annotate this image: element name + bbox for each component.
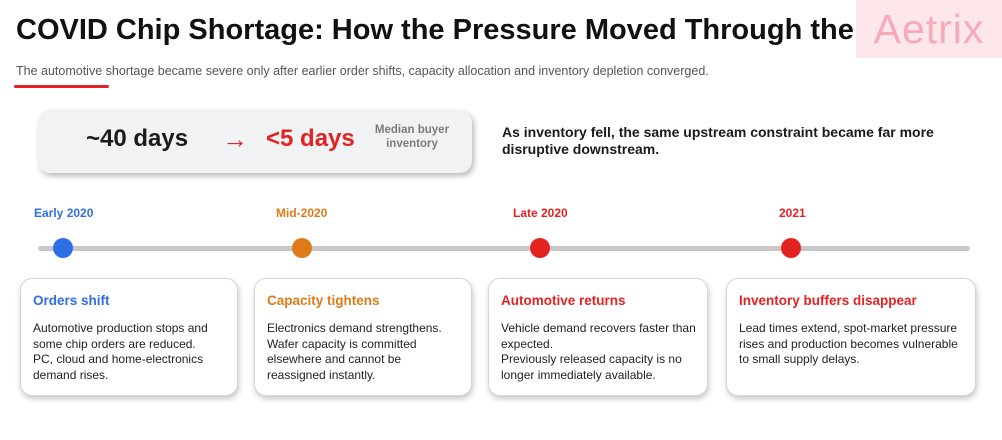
- card-body: Vehicle demand recovers faster than expe…: [501, 321, 696, 382]
- card-title: Automotive returns: [501, 293, 626, 308]
- subtitle-accent-underline: [14, 85, 109, 88]
- inventory-stat-box: ~40 days → <5 days Median buyer inventor…: [38, 110, 472, 173]
- phase-label-mid-2020: Mid-2020: [276, 206, 328, 220]
- stat-before-value: ~40 days: [86, 125, 189, 152]
- card-title: Orders shift: [33, 293, 110, 308]
- timeline-dot-2021: [781, 238, 801, 258]
- timeline-line: [38, 246, 970, 251]
- stat-after-value: <5 days: [266, 125, 355, 152]
- card-body: Automotive production stops and some chi…: [33, 321, 208, 382]
- timeline-dot-late-2020: [530, 238, 550, 258]
- card-body: Electronics demand strengthens. Wafer ca…: [267, 321, 442, 382]
- timeline-dot-mid-2020: [292, 238, 312, 258]
- phase-label-early-2020: Early 2020: [34, 206, 94, 220]
- page-subtitle: The automotive shortage became severe on…: [16, 64, 709, 78]
- phase-label-2021: 2021: [779, 206, 806, 220]
- watermark-logo: Aetrix: [856, 0, 1002, 58]
- card-title: Inventory buffers disappear: [739, 293, 917, 308]
- card-title: Capacity tightens: [267, 293, 380, 308]
- card-body: Lead times extend, spot-market pressure …: [739, 321, 958, 366]
- phase-card-capacity-tightens: Capacity tightens Electronics demand str…: [254, 278, 472, 396]
- stat-label: Median buyer inventory: [374, 124, 450, 150]
- stat-note: As inventory fell, the same upstream con…: [502, 124, 934, 157]
- phase-card-automotive-returns: Automotive returns Vehicle demand recove…: [488, 278, 708, 396]
- phase-card-inventory-buffers: Inventory buffers disappear Lead times e…: [726, 278, 976, 396]
- timeline-dot-early-2020: [53, 238, 73, 258]
- phase-label-late-2020: Late 2020: [513, 206, 568, 220]
- right-arrow-icon: →: [222, 124, 248, 154]
- page-title: COVID Chip Shortage: How the Pressure Mo…: [16, 14, 943, 46]
- phase-card-orders-shift: Orders shift Automotive production stops…: [20, 278, 238, 396]
